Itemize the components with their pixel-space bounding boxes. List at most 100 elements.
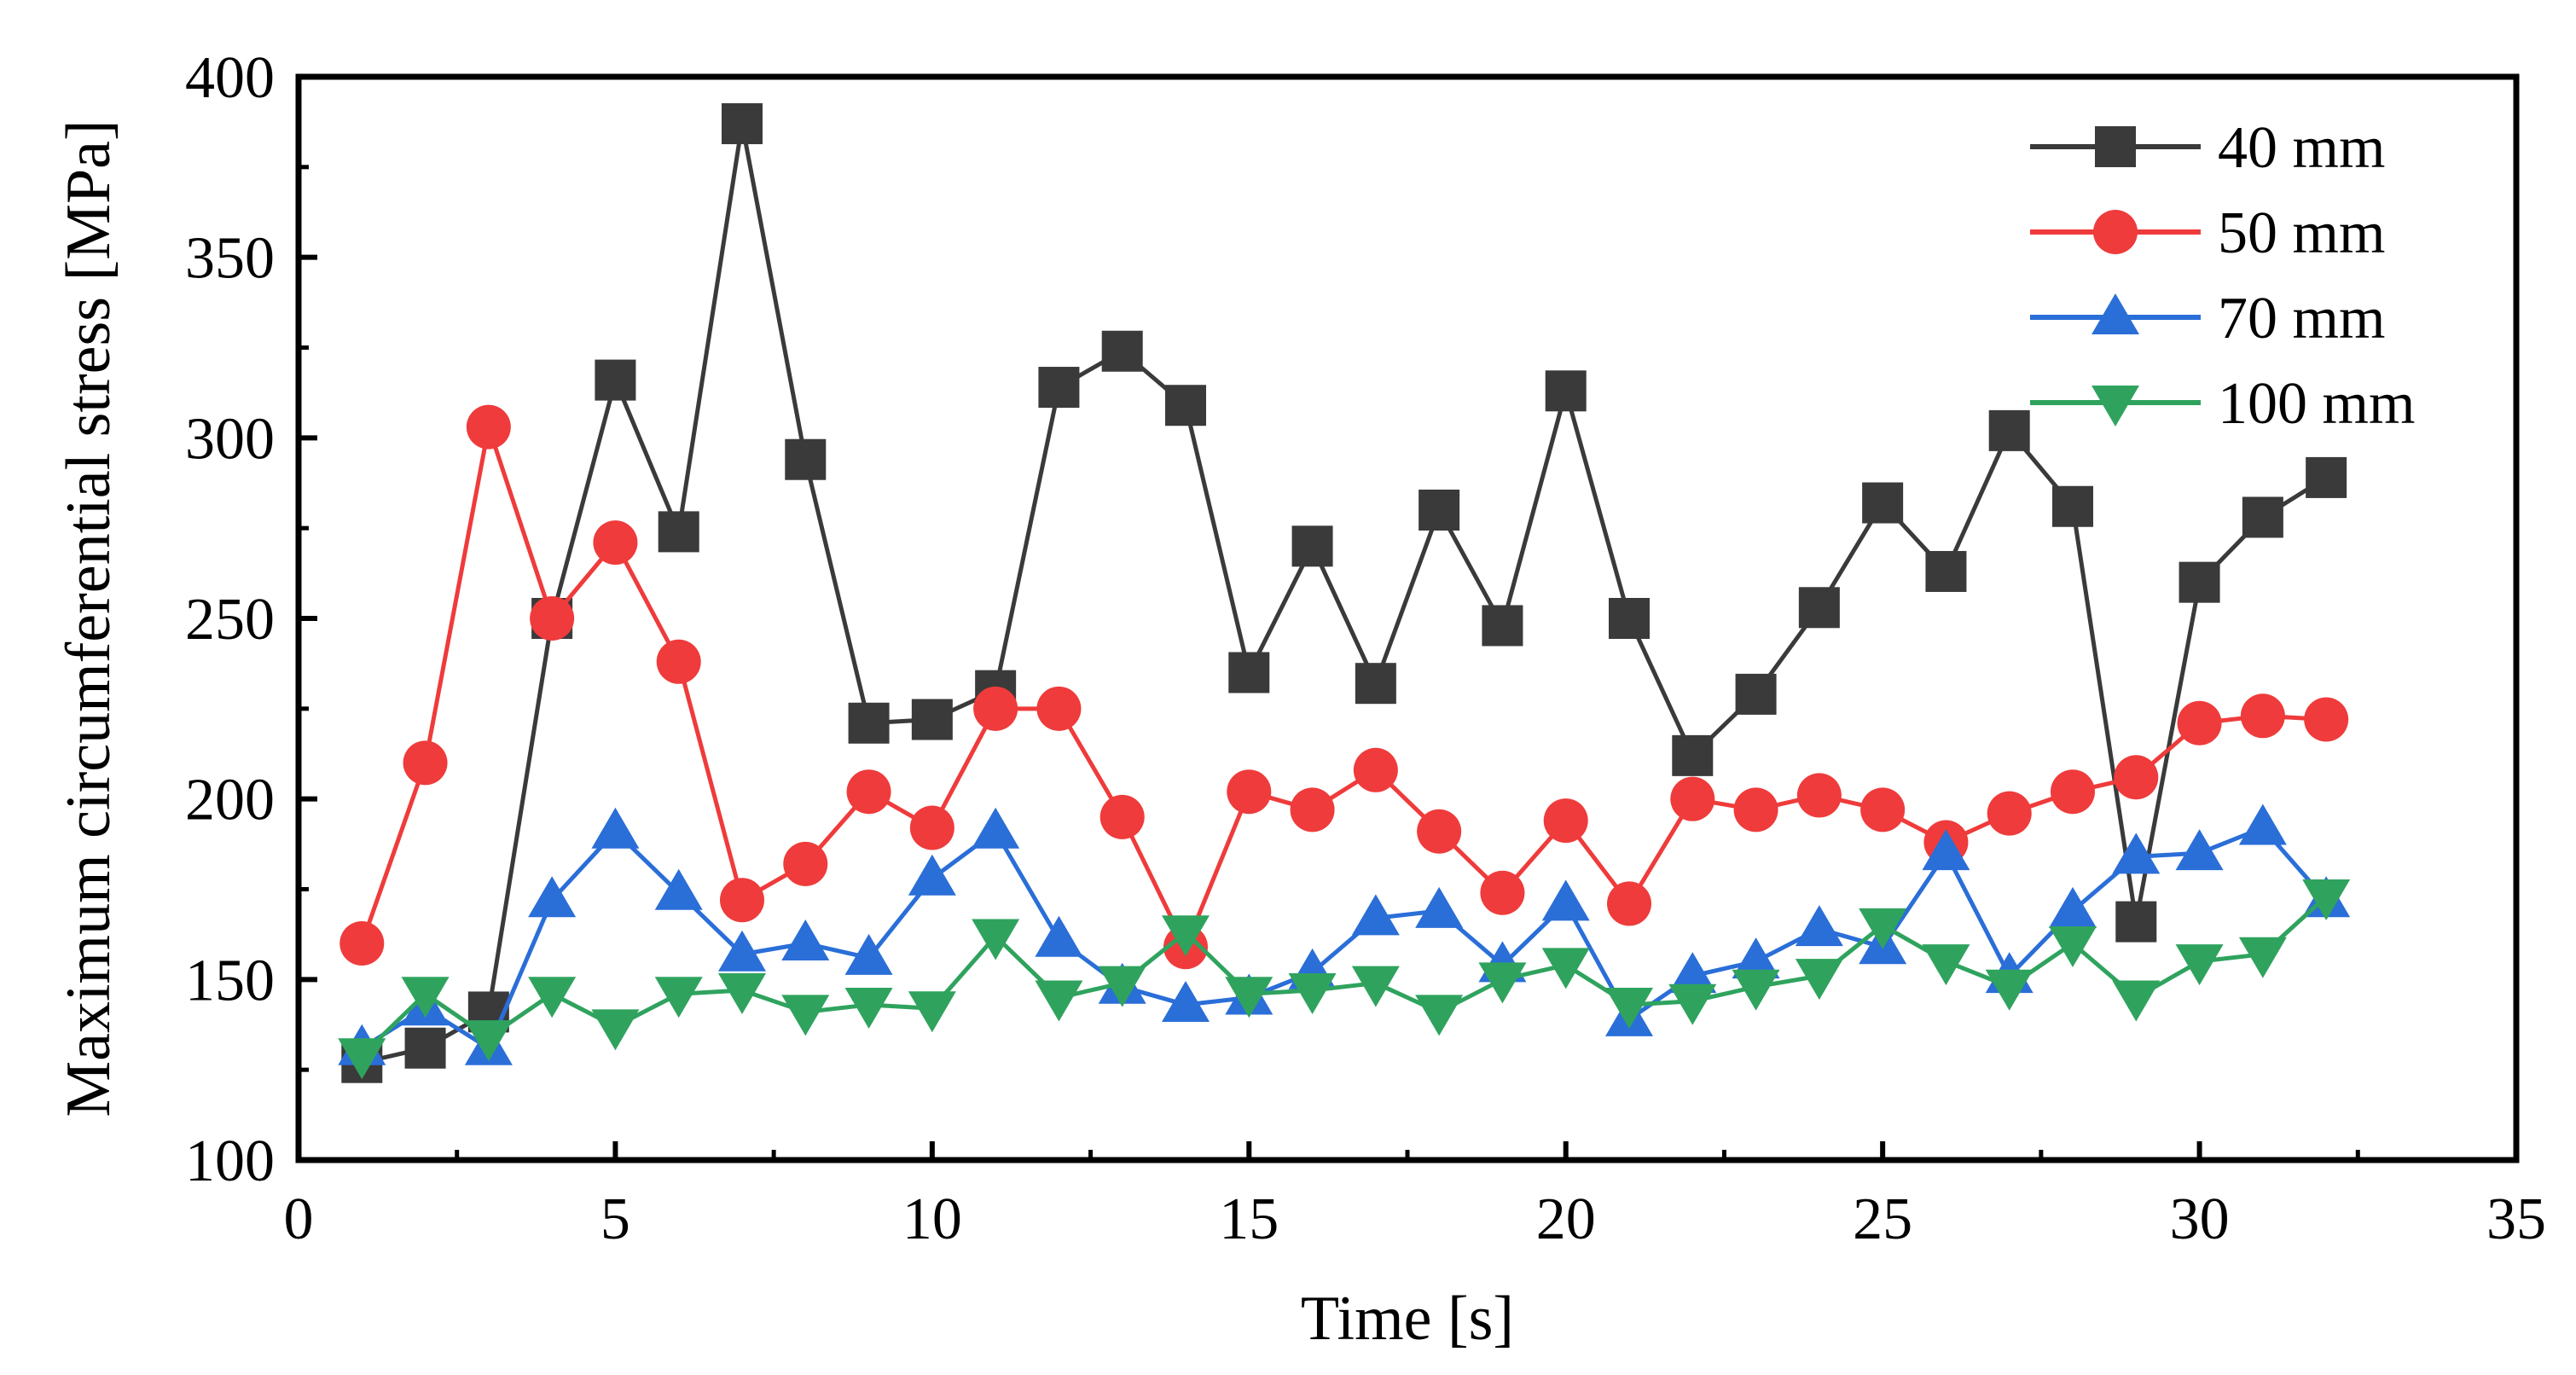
data-point xyxy=(1162,915,1210,957)
x-tick-label: 5 xyxy=(600,1186,630,1252)
x-tick-label: 30 xyxy=(2170,1186,2230,1252)
data-point xyxy=(2177,700,2222,746)
legend-entry: 70 mm xyxy=(2030,286,2385,351)
legend-label: 40 mm xyxy=(2218,115,2385,181)
legend-marker xyxy=(2092,293,2139,334)
data-point xyxy=(1860,787,1906,833)
data-point xyxy=(2115,901,2157,943)
x-tick-label: 10 xyxy=(902,1186,962,1252)
data-point xyxy=(1355,663,1396,705)
data-point xyxy=(1732,937,1780,979)
y-tick-label: 100 xyxy=(185,1128,275,1194)
x-tick-label: 20 xyxy=(1536,1186,1596,1252)
data-point xyxy=(908,854,956,896)
data-point xyxy=(1922,944,1970,986)
data-point xyxy=(466,404,511,450)
data-point xyxy=(1482,605,1523,647)
data-point xyxy=(781,920,830,960)
x-tick-label: 15 xyxy=(1219,1186,1279,1252)
data-point xyxy=(1225,977,1273,1018)
data-point xyxy=(785,438,827,480)
data-point xyxy=(403,740,448,786)
data-point xyxy=(338,1038,386,1080)
data-point xyxy=(1227,769,1272,815)
data-point xyxy=(401,977,450,1018)
data-point xyxy=(2238,804,2287,845)
legend-marker xyxy=(2093,210,2138,254)
data-point xyxy=(2175,944,2224,986)
legend-label: 100 mm xyxy=(2218,371,2415,437)
data-point xyxy=(1035,980,1083,1022)
x-tick-label: 35 xyxy=(2486,1186,2546,1252)
data-point xyxy=(2179,561,2220,603)
data-point xyxy=(1419,490,1460,531)
data-point xyxy=(2242,496,2283,538)
data-point xyxy=(2302,879,2351,920)
data-point xyxy=(911,699,953,740)
data-point xyxy=(1098,966,1146,1007)
data-point xyxy=(1545,370,1587,412)
data-point xyxy=(1351,894,1400,936)
data-point xyxy=(718,973,766,1015)
data-point xyxy=(1101,330,1143,372)
data-point xyxy=(1541,948,1590,989)
data-point xyxy=(908,991,956,1033)
data-point xyxy=(2304,697,2349,742)
data-point xyxy=(1988,409,2030,451)
data-point xyxy=(1668,983,1717,1025)
series-line xyxy=(361,121,2328,1065)
data-point xyxy=(781,995,830,1036)
data-point xyxy=(844,987,893,1029)
data-point xyxy=(1543,798,1588,844)
data-point xyxy=(1733,787,1778,833)
data-point xyxy=(1478,962,1527,1004)
data-point xyxy=(1290,787,1335,833)
x-axis-title: Time [s] xyxy=(1301,1284,1514,1354)
data-point xyxy=(1859,908,1907,949)
data-point xyxy=(1480,870,1525,915)
y-tick-label: 300 xyxy=(185,406,275,472)
legend-label: 70 mm xyxy=(2218,286,2385,351)
data-point xyxy=(783,841,828,886)
data-point xyxy=(1417,809,1462,854)
legend-entry: 40 mm xyxy=(2030,115,2385,181)
y-tick-label: 250 xyxy=(185,587,275,653)
data-point xyxy=(1732,969,1780,1011)
data-point xyxy=(1925,550,1967,592)
data-point xyxy=(2049,926,2097,967)
data-point xyxy=(2112,833,2161,874)
data-point xyxy=(404,1027,446,1069)
data-point xyxy=(2051,769,2095,815)
series-line xyxy=(360,826,2329,1051)
data-point xyxy=(1607,881,1651,926)
data-point xyxy=(2052,485,2093,527)
legend-marker xyxy=(2092,386,2139,426)
series-100-mm xyxy=(338,879,2351,1080)
data-point xyxy=(464,1020,513,1062)
data-point xyxy=(720,878,764,923)
data-point xyxy=(656,639,701,684)
axes: 0 5 10 15 20 25 30 35 100 150 200 250 300 350 400 Time … xyxy=(54,45,2546,1354)
legend-marker xyxy=(2095,126,2136,167)
data-point xyxy=(1609,598,1650,639)
legend-entry: 100 mm xyxy=(2030,371,2415,437)
data-point xyxy=(528,876,577,918)
data-point xyxy=(1922,829,1970,871)
y-tick-label: 200 xyxy=(185,768,275,833)
data-point xyxy=(1036,686,1082,731)
data-point xyxy=(1541,879,1590,921)
x-tick-label: 25 xyxy=(1853,1186,1912,1252)
data-point xyxy=(1165,385,1206,426)
data-point xyxy=(1862,482,1904,524)
data-point xyxy=(2238,937,2287,978)
data-point xyxy=(1668,952,1717,994)
data-point xyxy=(2240,693,2285,739)
data-point xyxy=(654,977,703,1018)
data-point xyxy=(1672,734,1714,776)
data-point xyxy=(2112,980,2161,1022)
data-point xyxy=(1353,747,1398,792)
data-point xyxy=(846,769,891,815)
data-point xyxy=(654,868,703,910)
data-point xyxy=(1415,995,1464,1036)
